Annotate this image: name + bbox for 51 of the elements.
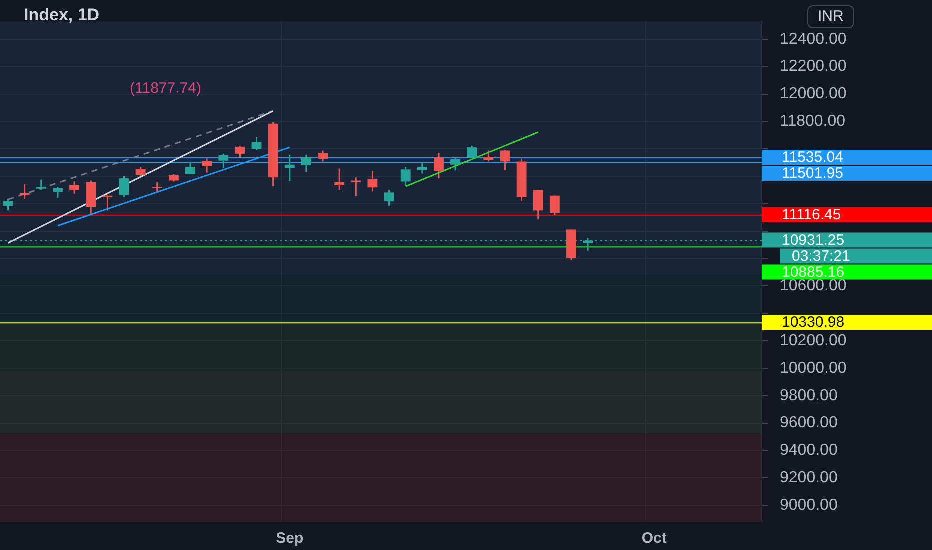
y-tick-label: 11800.00 [780,113,846,130]
candlestick [186,162,196,176]
candlestick [434,152,444,180]
y-tick-label: 12200.00 [780,58,847,76]
candlestick [36,179,46,191]
candlestick [351,176,362,198]
ref-line-label: 10931.25 [782,232,845,249]
candlestick [218,153,229,169]
candlestick [550,195,560,216]
candlestick [318,150,328,162]
ref-line-label: 11501.95 [782,165,844,182]
y-tick-label: 9200.00 [780,470,838,487]
candlestick [284,154,295,182]
y-tick-label: 12000.00 [780,86,847,103]
text: INR [818,8,844,26]
text: 03:37:21 [792,248,850,265]
x-tick-label: Oct [642,530,667,548]
candlestick [417,162,428,175]
annotation: (11877.74) [130,80,202,98]
ref-line-label: 10330.98 [782,314,845,332]
ref-line-label: 11535.04 [782,149,844,166]
candlestick [400,166,411,188]
y-tick-label: 9800.00 [780,387,838,404]
ref-line-label: 11116.45 [782,206,842,224]
candlestick [467,145,478,160]
y-tick-label: 9600.00 [780,414,838,432]
chart-title: Index, 1D [24,6,100,25]
candlestick [533,189,544,220]
candlestick [152,182,162,192]
candlestick [301,154,312,173]
y-tick-label: 9400.00 [780,442,838,460]
y-tick-label: 10200.00 [780,332,847,350]
y-tick-label: 9000.00 [780,496,838,514]
candlestick [119,175,130,198]
candlestick [484,150,494,162]
candlestick [20,184,30,200]
candlestick [202,158,212,174]
candlestick [384,189,394,207]
y-tick-label: 12400.00 [780,30,847,48]
candlestick [70,180,80,195]
x-tick-label: Sep [276,530,304,548]
candlestick [500,149,510,172]
candlestick [252,136,262,151]
y-tick-label: 10000.00 [780,360,847,377]
candlestick [3,198,14,212]
candlestick [136,166,146,178]
candlestick [235,145,246,158]
candlestick [334,168,345,191]
candlestick [368,170,378,192]
candlestick [53,186,63,199]
candlestick [450,158,461,172]
